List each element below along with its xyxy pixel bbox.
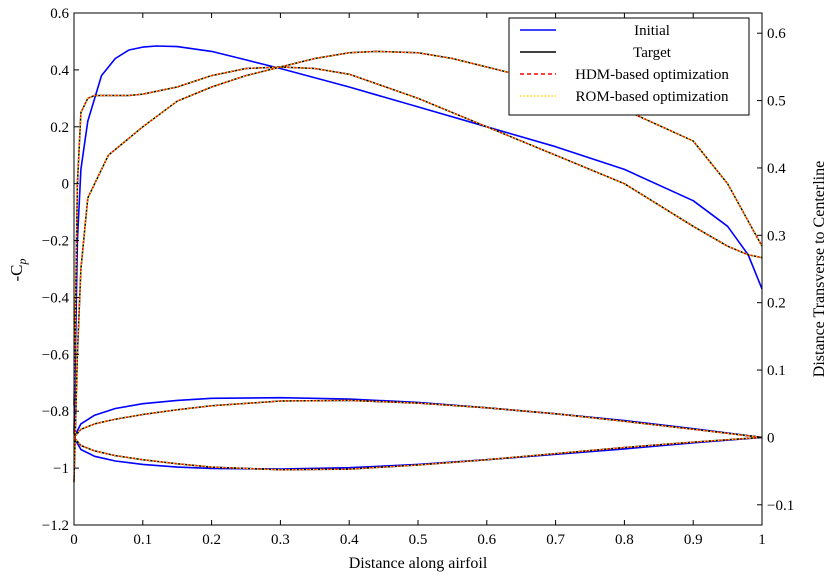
y-right-tick-label: 0.5 bbox=[767, 94, 786, 110]
y-left-axis-label-sub: p bbox=[15, 259, 29, 266]
y-left-tick-label: 0.2 bbox=[50, 120, 69, 136]
x-tick-label: 0.7 bbox=[546, 532, 565, 548]
x-tick-label: 0.9 bbox=[684, 532, 703, 548]
y-right-tick-label: 0.2 bbox=[767, 296, 786, 312]
x-axis: 0 0.1 0.2 0.3 0.4 0.5 0.6 0.7 0.8 0.9 1 bbox=[70, 13, 766, 548]
legend-entries: Initial Target HDM-based optimization ROM-b… bbox=[520, 23, 729, 105]
y-left-tick-label: −1 bbox=[53, 461, 69, 477]
target-curve-right-upper-surface-line bbox=[73, 399, 763, 439]
y-left-axis-label: -Cp bbox=[7, 259, 29, 282]
x-tick-label: 0.1 bbox=[133, 532, 152, 548]
x-axis-label: Distance along airfoil bbox=[349, 555, 488, 572]
y-left-tick-label: −1.2 bbox=[42, 518, 69, 534]
y-left-tick-label: 0.6 bbox=[50, 6, 69, 22]
x-tick-label: 0.5 bbox=[409, 532, 428, 548]
y-right-tick-label: 0.6 bbox=[767, 26, 786, 42]
target-curve-left-cp-branch-1-line bbox=[73, 66, 763, 406]
y-right-tick-label: 0.3 bbox=[767, 228, 786, 244]
x-tick-label: 0.2 bbox=[202, 532, 221, 548]
y-left-tick-label: 0.4 bbox=[50, 63, 69, 79]
rom-curve-right-upper-surface-line bbox=[73, 399, 763, 438]
hdm-curve-right-upper-surface-line bbox=[73, 399, 763, 438]
y-right-tick-label: 0 bbox=[767, 430, 775, 446]
legend: Initial Target HDM-based optimization ROM-b… bbox=[508, 17, 750, 116]
x-tick-label: 0.6 bbox=[477, 532, 496, 548]
rom-curve-left-cp-branch-1-line bbox=[73, 66, 763, 406]
x-tick-label: 1 bbox=[758, 532, 766, 548]
y-left-axis-label-main: -C bbox=[7, 265, 26, 282]
y-left-tick-label: −0.6 bbox=[42, 347, 70, 363]
legend-label-initial: Initial bbox=[634, 23, 670, 39]
legend-label-target: Target bbox=[633, 45, 672, 61]
plot-curves bbox=[73, 45, 763, 483]
hdm-curve-right-lower-surface-line bbox=[73, 436, 763, 471]
x-tick-label: 0.8 bbox=[615, 532, 634, 548]
y-left-tick-label: 0 bbox=[62, 177, 70, 193]
y-right-tick-label: 0.1 bbox=[767, 363, 786, 379]
legend-label-hdm-based-optimization: HDM-based optimization bbox=[575, 67, 729, 83]
hdm-curve-left-cp-branch-2-line bbox=[73, 50, 763, 483]
x-tick-label: 0 bbox=[70, 532, 78, 548]
y-right-tick-label: 0.4 bbox=[767, 161, 786, 177]
legend-box bbox=[508, 17, 750, 116]
y-left-tick-label: −0.8 bbox=[42, 404, 69, 420]
x-tick-label: 0.3 bbox=[271, 532, 290, 548]
y-right-tick-label: −0.1 bbox=[767, 498, 794, 514]
rom-curve-right-lower-surface-line bbox=[73, 436, 763, 471]
hdm-curve-left-cp-branch-1-line bbox=[73, 66, 763, 406]
legend-label-rom-based-optimization: ROM-based optimization bbox=[576, 89, 729, 105]
x-tick-label: 0.4 bbox=[340, 532, 359, 548]
target-curve-left-cp-branch-2-line bbox=[73, 50, 763, 483]
y-left-tick-label: −0.4 bbox=[42, 290, 70, 306]
y-right-axis: −0.1 0 0.1 0.2 0.3 0.4 0.5 0.6 bbox=[757, 26, 794, 514]
y-left-axis: −1.2 −1 −0.8 −0.6 −0.4 −0.2 0 0.2 0.4 0.6 bbox=[42, 6, 79, 534]
initial-left-cp-line bbox=[73, 45, 763, 435]
y-left-tick-label: −0.2 bbox=[42, 234, 69, 250]
rom-curve-left-cp-branch-2-line bbox=[73, 50, 763, 483]
y-right-axis-label: Distance Transverse to Centerline bbox=[811, 161, 828, 377]
